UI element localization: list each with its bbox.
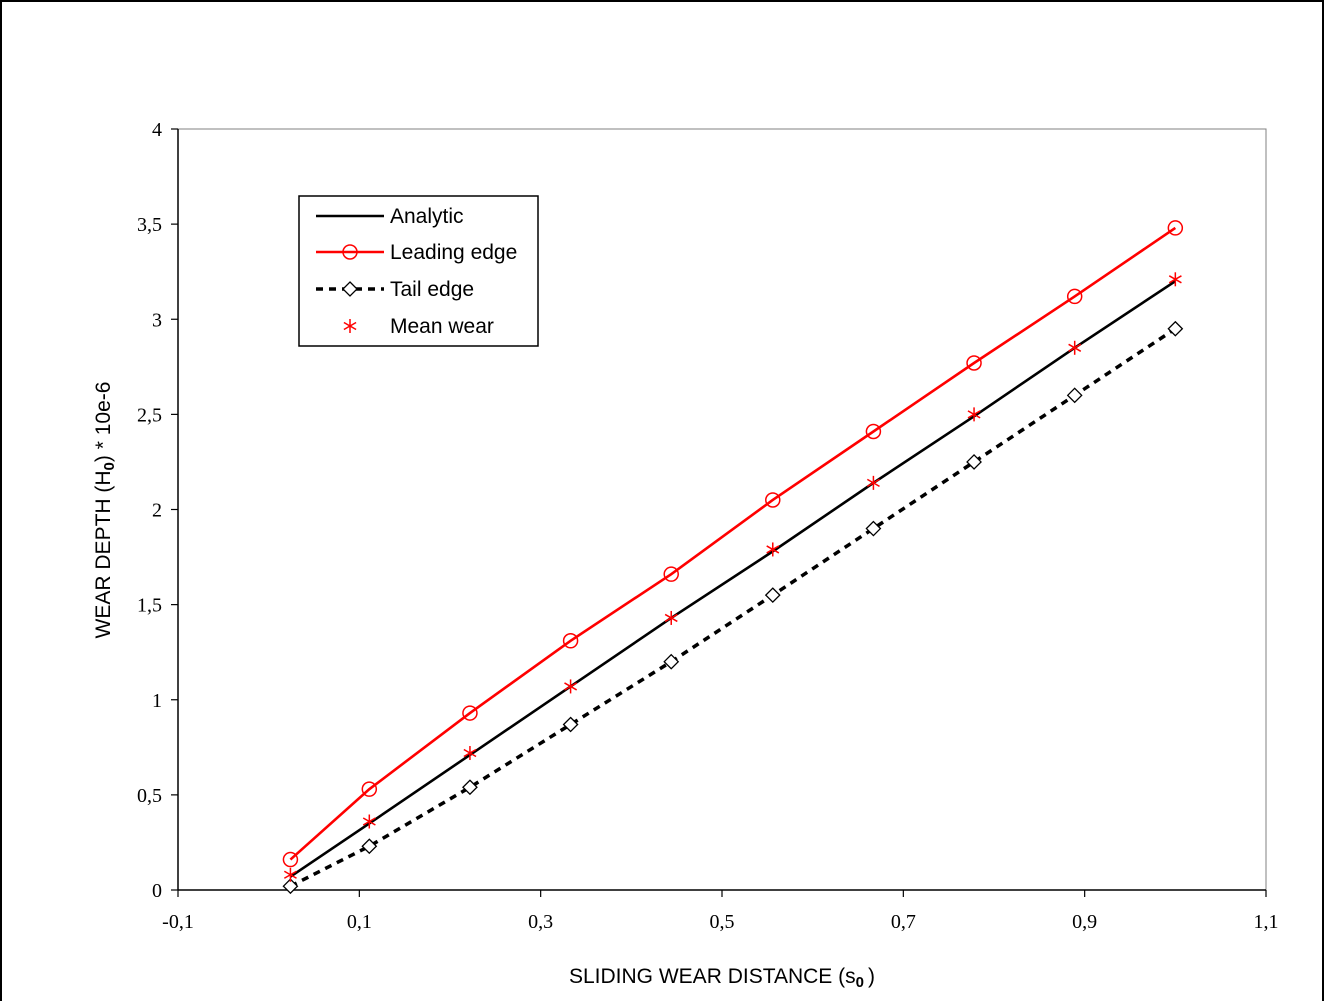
data-point-mean-wear	[664, 610, 678, 625]
y-axis-label-subscript: 0	[101, 462, 118, 470]
data-point-mean-wear	[967, 407, 981, 422]
data-point-tail-edge	[562, 716, 579, 733]
legend-label: Analytic	[390, 205, 464, 228]
asterisk-stroke	[564, 682, 578, 691]
asterisk-stroke	[967, 410, 981, 419]
y-tick-label: 3,5	[137, 214, 162, 236]
data-point-mean-wear	[866, 475, 880, 490]
asterisk-stroke	[362, 817, 376, 826]
data-point-leading-edge	[361, 781, 378, 797]
y-tick-label: 0,5	[137, 785, 162, 807]
y-tick-label: 1,5	[137, 595, 162, 617]
data-point-leading-edge	[462, 705, 478, 721]
legend-label: Leading edge	[390, 241, 517, 264]
legend-item-analytic: Analytic	[316, 205, 464, 228]
legend-swatch-marker	[342, 281, 358, 297]
data-point-leading-edge	[966, 355, 982, 371]
x-tick-label: 0,1	[347, 911, 372, 933]
data-point-mean-wear	[283, 867, 297, 882]
x-tick-label: -0,1	[162, 911, 194, 933]
legend-item-tail-edge: Tail edge	[316, 278, 474, 301]
data-point-tail-edge	[282, 878, 299, 895]
data-point-leading-edge	[765, 492, 781, 508]
series-mean-wear	[283, 272, 1182, 882]
asterisk-stroke	[343, 321, 357, 331]
series-analytic	[289, 280, 1177, 878]
data-point-tail-edge	[966, 454, 982, 470]
data-point-mean-wear	[362, 814, 376, 829]
y-tick-label: 0	[152, 880, 162, 902]
series-line-tail-edge	[289, 327, 1177, 888]
series-line-leading-edge	[289, 226, 1177, 861]
asterisk-stroke	[283, 870, 297, 879]
legend-swatch-marker	[343, 319, 357, 333]
asterisk-stroke	[664, 613, 678, 623]
series-leading-edge	[282, 220, 1184, 868]
legend-label: Mean wear	[390, 315, 494, 338]
x-tick-label: 0,7	[891, 911, 916, 933]
legend-item-leading-edge: Leading edge	[316, 241, 517, 264]
data-point-leading-edge	[865, 423, 882, 440]
y-tick-label: 4	[152, 119, 162, 141]
data-point-tail-edge	[865, 520, 882, 537]
data-point-leading-edge	[1167, 220, 1184, 236]
legend: Analytic Leading edge Tail edge Mean wear	[298, 195, 539, 347]
data-point-mean-wear	[463, 746, 477, 761]
x-tick-label: 0,9	[1072, 911, 1097, 933]
data-point-leading-edge	[562, 633, 579, 649]
series-line-analytic	[289, 280, 1177, 878]
data-point-tail-edge	[663, 653, 680, 670]
series-tail-edge	[282, 320, 1184, 895]
y-tick-label: 2,5	[137, 404, 162, 426]
data-point-leading-edge	[663, 566, 679, 582]
data-point-mean-wear	[766, 542, 780, 557]
data-point-mean-wear	[564, 679, 578, 694]
axes: 0 0,5 1 1,5 2 2,5 3 3,5 4 -0,1 0,1 0,3 0,5 0,7 0,9 1,1	[137, 119, 1279, 933]
data-point-tail-edge	[764, 587, 781, 604]
series-layer	[282, 220, 1184, 895]
data-point-tail-edge	[1167, 320, 1184, 337]
asterisk-stroke	[1068, 343, 1082, 352]
asterisk-stroke	[766, 545, 780, 554]
y-axis-label: WEAR DEPTH (H0) * 10e-6	[92, 382, 118, 639]
data-point-mean-wear	[1168, 272, 1182, 287]
legend-item-mean-wear: Mean wear	[343, 315, 494, 338]
legend-box	[298, 195, 539, 347]
data-point-leading-edge	[282, 851, 299, 868]
data-point-mean-wear	[1068, 340, 1082, 355]
data-point-leading-edge	[1066, 288, 1083, 305]
x-tick-label: 1,1	[1254, 911, 1279, 933]
legend-swatch-marker	[342, 244, 358, 260]
x-axis-label: SLIDING WEAR DISTANCE (s0)	[569, 965, 875, 991]
x-tick-label: 0,5	[710, 911, 735, 933]
data-point-tail-edge	[462, 779, 478, 796]
x-tick-label: 0,3	[528, 911, 553, 933]
data-point-tail-edge	[1066, 387, 1083, 404]
asterisk-stroke	[866, 478, 880, 488]
data-point-tail-edge	[361, 838, 378, 855]
y-tick-label: 1	[152, 690, 162, 712]
x-axis-label-subscript: 0	[856, 974, 864, 991]
y-tick-label: 3	[152, 309, 162, 331]
asterisk-stroke	[1168, 275, 1182, 284]
y-tick-label: 2	[152, 500, 162, 522]
asterisk-stroke	[463, 748, 477, 758]
legend-label: Tail edge	[390, 278, 474, 301]
